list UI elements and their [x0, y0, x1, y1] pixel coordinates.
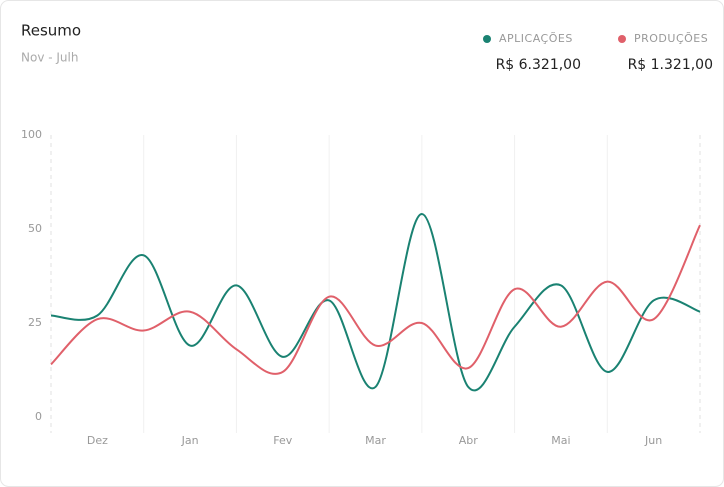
line-series: [50, 212, 701, 392]
legend-label: APLICAÇÕES: [499, 32, 573, 45]
x-tick-label: Mar: [365, 434, 386, 447]
x-tick-label: Fev: [273, 434, 292, 447]
legend-total: R$ 1.321,00: [628, 57, 713, 73]
legend-dot: [483, 35, 491, 43]
x-tick-label: Abr: [459, 434, 479, 447]
y-tick-label: 100: [21, 128, 42, 141]
legend-dot: [618, 35, 626, 43]
y-tick-label: 50: [28, 222, 42, 235]
y-tick-label: 0: [35, 410, 42, 423]
legend-total: R$ 6.321,00: [496, 57, 581, 73]
x-tick-label: Jun: [644, 434, 662, 447]
chart-subtitle: Nov - Julh: [21, 51, 78, 65]
y-tick-label: 25: [28, 316, 42, 329]
x-tick-label: Mai: [551, 434, 570, 447]
x-tick-label: Jan: [181, 434, 199, 447]
line-series: [50, 224, 701, 375]
chart-title: Resumo: [21, 22, 81, 40]
x-tick-label: Dez: [87, 434, 108, 447]
legend-label: PRODUÇÕES: [634, 32, 708, 45]
